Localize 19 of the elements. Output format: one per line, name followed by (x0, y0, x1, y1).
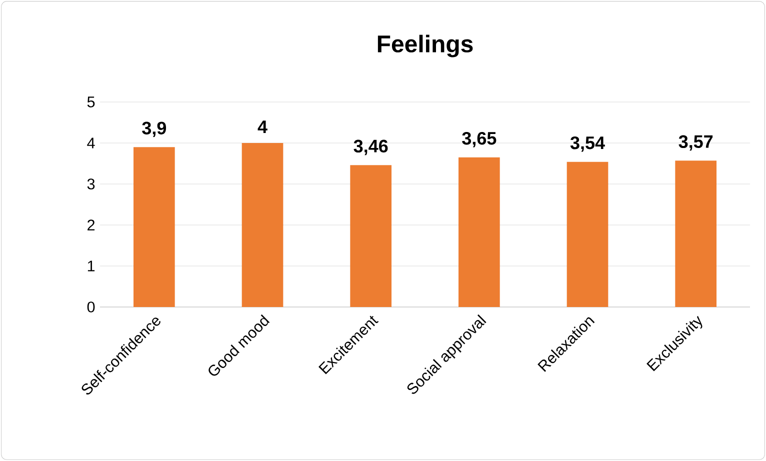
bar (242, 143, 284, 307)
data-label: 3,54 (570, 136, 605, 152)
chart-title: Feelings (378, 34, 473, 58)
bar (675, 160, 717, 307)
data-label: 3,46 (354, 140, 388, 156)
bar (134, 147, 175, 307)
y-tick-label: 0 (87, 302, 95, 312)
bar (458, 157, 500, 307)
y-tick-label: 2 (88, 220, 95, 230)
bar (566, 162, 608, 307)
data-label: 3,65 (462, 132, 496, 148)
y-tick-label: 3 (87, 178, 95, 190)
data-label: 3,9 (142, 122, 166, 138)
bar (350, 165, 392, 307)
data-label: 4 (258, 120, 268, 133)
y-tick-label: 1 (88, 260, 95, 272)
y-tick-label: 4 (87, 138, 95, 148)
data-label: 3,57 (678, 135, 713, 151)
y-tick-label: 5 (87, 96, 95, 108)
